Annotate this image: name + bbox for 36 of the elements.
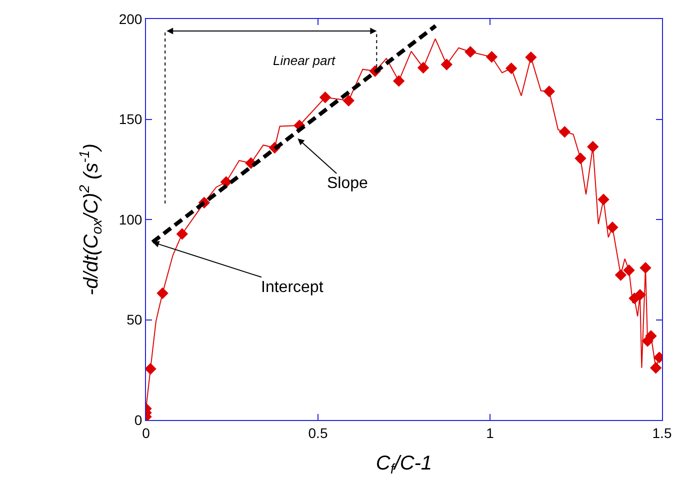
point	[587, 140, 599, 153]
point	[623, 264, 635, 276]
point	[146, 363, 156, 375]
point	[440, 58, 453, 70]
point	[558, 126, 570, 138]
point	[614, 269, 627, 281]
point	[505, 62, 518, 74]
y-tick-label: 150	[118, 111, 142, 128]
point	[645, 330, 657, 342]
y-tick-label: 100	[118, 211, 142, 228]
y-tick-label: 50	[126, 312, 142, 328]
y-tick-label: 0	[134, 412, 142, 428]
point	[176, 228, 188, 240]
x-tick-label: 1.5	[652, 424, 672, 441]
y-tick-label: 200	[118, 10, 142, 27]
annotation: Linear part	[273, 53, 337, 68]
x-axis-title: C$_{f}$/C-1	[376, 452, 432, 476]
point	[464, 46, 476, 58]
annotation: Intercept	[261, 279, 324, 296]
point	[319, 92, 332, 104]
point	[156, 287, 168, 300]
point	[640, 262, 652, 274]
point	[606, 221, 618, 234]
point	[650, 362, 662, 374]
annotation: Slope	[327, 175, 368, 192]
point	[342, 94, 354, 106]
point	[574, 152, 586, 164]
point	[634, 289, 646, 301]
point	[392, 75, 405, 87]
point	[525, 51, 537, 64]
x-tick-label: 1	[486, 424, 494, 441]
point	[543, 86, 556, 98]
point	[486, 51, 498, 63]
x-tick-label: 0.5	[308, 424, 328, 441]
point	[598, 194, 610, 206]
point	[417, 62, 430, 74]
